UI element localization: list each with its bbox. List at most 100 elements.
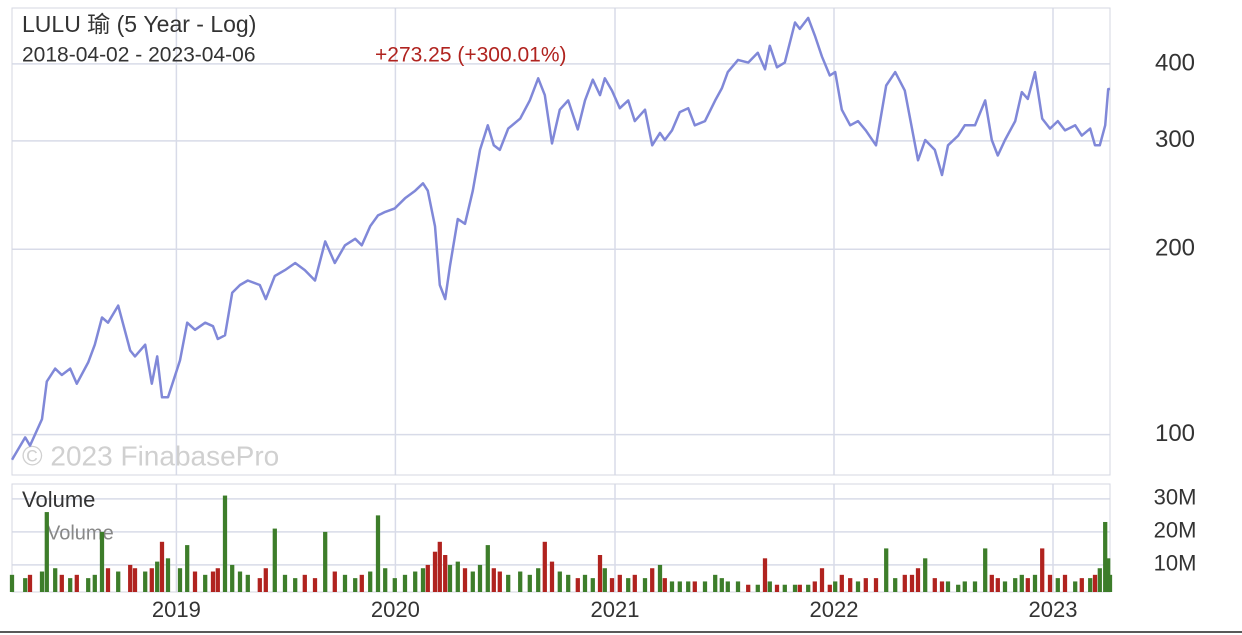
legend-entry: Volume xyxy=(47,522,114,544)
volume-title: Volume xyxy=(22,487,95,512)
volume-bar xyxy=(650,568,655,592)
volume-bar xyxy=(827,584,832,592)
volume-bar xyxy=(1073,581,1078,592)
volume-bar xyxy=(375,515,381,592)
volume-bar xyxy=(939,581,945,592)
volume-bar xyxy=(582,574,588,592)
volume-bar xyxy=(855,581,861,592)
volume-bar xyxy=(542,541,547,592)
volume-bar xyxy=(245,574,250,592)
volume-bar xyxy=(902,574,907,592)
volume-bar xyxy=(1055,578,1060,592)
volume-bar xyxy=(425,564,430,592)
volume-bar xyxy=(53,568,58,592)
date-range: 2018-04-02 - 2023-04-06 xyxy=(22,44,256,67)
volume-bar xyxy=(143,571,148,592)
volume-bar xyxy=(692,581,697,592)
volume-bar xyxy=(893,578,898,592)
volume-bar xyxy=(155,561,160,592)
volume-bar xyxy=(566,574,571,592)
volume-bar xyxy=(1032,574,1038,592)
volume-bar xyxy=(686,581,691,592)
volume-bar xyxy=(549,561,555,592)
volume-bar xyxy=(420,568,426,592)
volume-bar xyxy=(392,578,397,592)
volume-bar xyxy=(192,571,198,592)
y-tick-label: 10M xyxy=(1154,551,1197,576)
volume-bar xyxy=(23,578,28,592)
volume-bar xyxy=(746,584,751,592)
volume-bar xyxy=(617,574,622,592)
volume-bar xyxy=(1047,574,1053,592)
volume-bar xyxy=(677,581,682,592)
volume-bar xyxy=(806,584,811,592)
volume-bar xyxy=(839,574,844,592)
volume-bar xyxy=(755,584,760,592)
volume-bar xyxy=(383,568,388,592)
volume-bar xyxy=(455,561,460,592)
volume-bar xyxy=(1025,578,1030,592)
x-tick-label: 2021 xyxy=(591,597,640,622)
volume-bar xyxy=(1107,574,1113,592)
volume-bar xyxy=(1040,548,1045,592)
volume-bar xyxy=(989,574,994,592)
volume-bar xyxy=(132,568,138,592)
volume-bar xyxy=(833,581,838,592)
volume-bar xyxy=(762,558,768,592)
volume-bar xyxy=(159,541,165,592)
volume-bar xyxy=(272,528,277,592)
volume-bar xyxy=(9,574,15,592)
volume-bar xyxy=(1092,574,1098,592)
x-tick-label: 2020 xyxy=(371,597,420,622)
volume-bar xyxy=(368,571,373,592)
y-tick-label: 100 xyxy=(1155,420,1195,447)
change: +273.25 (+300.01%) xyxy=(375,44,566,67)
volume-bar xyxy=(149,568,154,592)
volume-bar xyxy=(792,584,798,592)
volume-bar xyxy=(443,555,448,592)
volume-bar xyxy=(848,578,853,592)
chart-title: LULU 瑜 (5 Year - Log) xyxy=(22,11,256,37)
volume-bar xyxy=(27,574,33,592)
volume-bar xyxy=(342,574,348,592)
volume-bar xyxy=(767,581,772,592)
volume-bar xyxy=(312,578,318,592)
volume-bar xyxy=(1079,578,1084,592)
y-tick-label: 20M xyxy=(1154,518,1197,543)
x-tick-label: 2019 xyxy=(152,597,201,622)
volume-bar xyxy=(702,581,708,592)
volume-bar xyxy=(230,564,235,592)
volume-bar xyxy=(819,568,825,592)
volume-bar xyxy=(536,568,541,592)
volume-bar xyxy=(774,584,780,592)
volume-bar xyxy=(128,564,133,592)
volume-bar xyxy=(719,578,724,592)
volume-bar xyxy=(518,571,523,592)
volume-bar xyxy=(1062,574,1068,592)
price-line xyxy=(10,16,1111,461)
volume-bar xyxy=(353,578,358,592)
volume-bar xyxy=(237,571,243,592)
volume-bar xyxy=(92,574,97,592)
volume-bar xyxy=(462,568,468,592)
volume-bar xyxy=(402,574,408,592)
volume-bar xyxy=(491,568,496,592)
volume-bar xyxy=(222,495,228,592)
volume-bar xyxy=(609,578,615,592)
volume-bar xyxy=(1103,521,1108,592)
volume-bar xyxy=(497,571,502,592)
volume-bar xyxy=(972,581,978,592)
volume-bar xyxy=(39,571,45,592)
volume-bar xyxy=(983,548,988,592)
volume-bar xyxy=(923,558,928,592)
volume-bar xyxy=(293,578,298,592)
volume-bar xyxy=(915,568,921,592)
volume-bar xyxy=(215,568,220,592)
volume-bar xyxy=(432,551,438,592)
volume-bar xyxy=(782,584,787,592)
watermark: © 2023 FinabasePro xyxy=(22,440,279,471)
volume-bar xyxy=(74,574,79,592)
volume-bar xyxy=(210,571,216,592)
